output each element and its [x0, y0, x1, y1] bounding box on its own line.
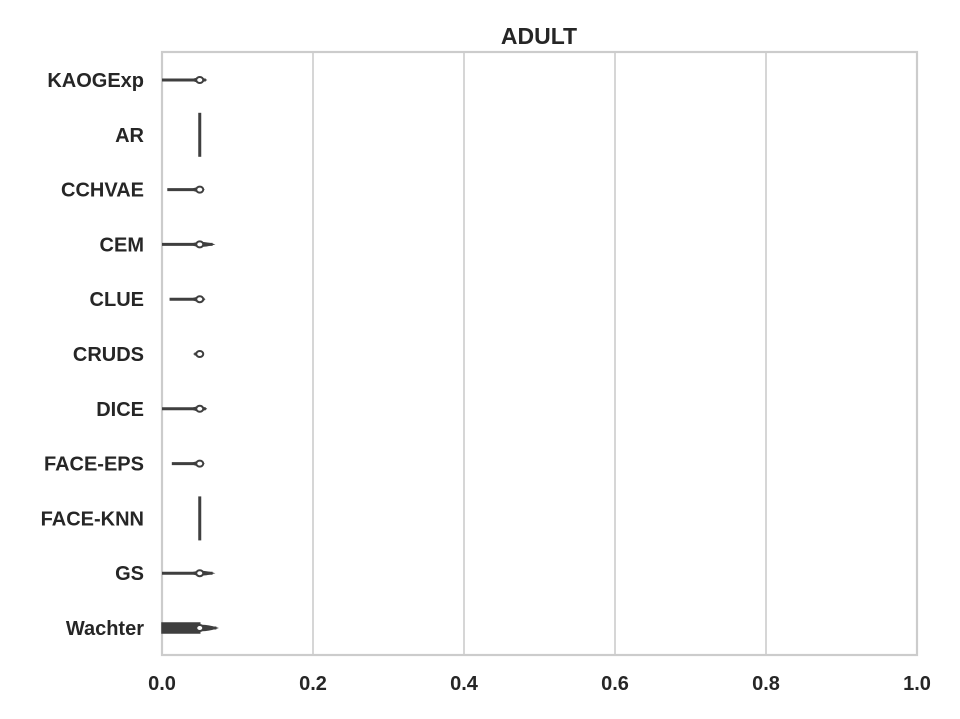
y-tick-label: FACE-EPS [44, 454, 144, 476]
grid-lines [312, 52, 767, 655]
y-tick-label: CLUE [90, 289, 144, 311]
median-marker [195, 240, 205, 249]
median-marker [195, 185, 205, 194]
y-tick-label: CEM [100, 234, 144, 256]
violin-gs [162, 569, 216, 578]
median-marker [195, 624, 205, 632]
x-tick-label: 0.4 [450, 673, 479, 695]
median-marker [195, 569, 205, 578]
y-tick-label: CCHVAE [61, 180, 144, 202]
violin-face-eps [171, 459, 205, 468]
median-marker [195, 76, 205, 84]
y-axis-tick-labels: KAOGExp AR CCHVAE CEM CLUE CRUDS DICE FACE-EPS F… [41, 70, 145, 640]
y-tick-label: FACE-KNN [41, 508, 144, 530]
median-marker [195, 404, 205, 413]
y-tick-label: GS [115, 563, 144, 585]
violin-kaogexp [162, 76, 208, 84]
violin-wachter [161, 622, 219, 634]
y-tick-label: KAOGExp [47, 70, 144, 92]
y-tick-label: Wachter [66, 618, 144, 640]
violin-cchvae [167, 185, 205, 194]
y-tick-label: AR [115, 125, 144, 147]
median-marker [195, 459, 205, 468]
y-tick-label: CRUDS [73, 344, 144, 366]
x-tick-label: 0.2 [299, 673, 327, 695]
plot-frame [160, 50, 919, 657]
violin-clue [169, 295, 206, 304]
violin-dice [162, 404, 208, 413]
x-tick-label: 0.8 [752, 673, 780, 695]
median-marker [195, 350, 205, 358]
chart-title: ADULT [501, 23, 577, 49]
violin-body [161, 622, 201, 634]
y-tick-label: DICE [96, 399, 144, 421]
median-marker [195, 295, 205, 304]
violin-cem [162, 240, 216, 249]
x-tick-label: 0.0 [148, 673, 176, 695]
violin-cruds [193, 350, 205, 358]
x-axis-tick-labels: 0.0 0.2 0.4 0.6 0.8 1.0 [148, 673, 931, 695]
violins [161, 76, 219, 634]
x-tick-label: 1.0 [903, 673, 931, 695]
x-tick-label: 0.6 [601, 673, 629, 695]
